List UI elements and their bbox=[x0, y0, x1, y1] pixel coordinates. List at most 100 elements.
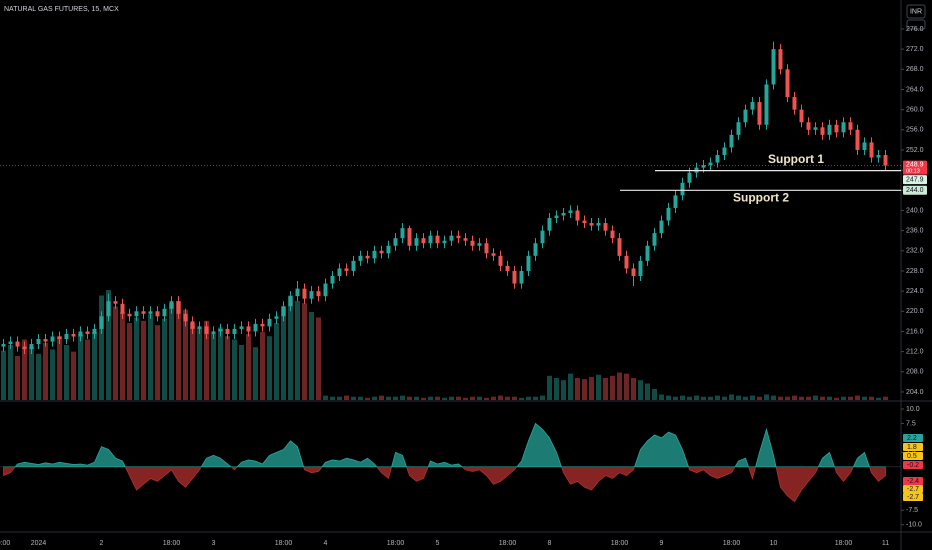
candle-body bbox=[99, 316, 104, 329]
candle-body bbox=[183, 313, 188, 322]
volume-bar bbox=[519, 397, 524, 400]
volume-bar bbox=[1, 350, 6, 400]
support-price: 247.9 bbox=[906, 176, 924, 183]
y-tick-label: 252.0 bbox=[906, 147, 924, 154]
volume-bar bbox=[78, 334, 83, 400]
candle-body bbox=[673, 195, 678, 208]
candle-body bbox=[267, 318, 272, 327]
candle-body bbox=[316, 291, 321, 297]
volume-bar bbox=[869, 396, 874, 400]
x-tick-label: 9:00 bbox=[0, 540, 10, 547]
candle-body bbox=[400, 228, 405, 239]
candle-body bbox=[617, 238, 622, 256]
candle-body bbox=[15, 341, 20, 347]
candle-body bbox=[505, 265, 510, 271]
x-tick-label: 18:00 bbox=[723, 540, 741, 547]
volume-bar bbox=[736, 395, 741, 400]
candle-body bbox=[596, 223, 601, 226]
volume-bar bbox=[22, 339, 27, 400]
volume-bar bbox=[757, 396, 762, 400]
candle-body bbox=[141, 311, 146, 314]
volume-bar bbox=[190, 323, 195, 400]
volume-bar bbox=[813, 395, 818, 400]
volume-bar bbox=[330, 396, 335, 400]
last-value: -2.7 bbox=[907, 486, 919, 493]
volume-bar bbox=[176, 301, 181, 400]
volume-bar bbox=[743, 396, 748, 400]
candle-body bbox=[43, 339, 48, 342]
candle-body bbox=[92, 328, 97, 334]
volume-bar bbox=[421, 397, 426, 400]
candle-body bbox=[134, 311, 139, 317]
candle-body bbox=[435, 235, 440, 244]
volume-bar bbox=[197, 328, 202, 400]
candle-body bbox=[771, 49, 776, 85]
volume-bar bbox=[631, 378, 636, 400]
volume-bar bbox=[43, 342, 48, 400]
candle-body bbox=[155, 311, 160, 317]
candle-body bbox=[491, 253, 496, 256]
y-tick-label: 240.0 bbox=[906, 207, 924, 214]
volume-bar bbox=[120, 312, 125, 400]
candle-body bbox=[414, 238, 419, 246]
volume-bar bbox=[71, 351, 76, 400]
candle-body bbox=[288, 296, 293, 307]
volume-bar bbox=[876, 397, 881, 400]
candle-body bbox=[568, 210, 573, 213]
x-tick-label: 10 bbox=[770, 540, 778, 547]
volume-bar bbox=[183, 309, 188, 400]
candle-body bbox=[295, 288, 300, 297]
volume-bar bbox=[281, 306, 286, 400]
candle-body bbox=[876, 155, 881, 158]
candle-body bbox=[806, 122, 811, 130]
currency-box[interactable] bbox=[906, 4, 926, 19]
candle-body bbox=[36, 339, 41, 345]
candle-body bbox=[687, 172, 692, 183]
candle-body bbox=[253, 323, 258, 332]
chart-title: NATURAL GAS FUTURES, 15, MCX bbox=[4, 6, 119, 13]
volume-bar bbox=[652, 389, 657, 400]
candle-body bbox=[29, 344, 34, 350]
volume-bar bbox=[694, 395, 699, 400]
candle-body bbox=[547, 218, 552, 231]
volume-bar bbox=[351, 396, 356, 400]
volume-bar bbox=[204, 320, 209, 400]
currency[interactable]: INR bbox=[910, 8, 922, 15]
candle-body bbox=[379, 250, 384, 254]
y-tick-label: 228.0 bbox=[906, 268, 924, 275]
candle-body bbox=[1, 344, 6, 347]
volume-bar bbox=[533, 396, 538, 400]
volume-bar bbox=[29, 347, 34, 400]
candle-body bbox=[841, 122, 846, 133]
candle-body bbox=[57, 336, 62, 340]
last-value: 1.8 bbox=[907, 444, 917, 451]
y-tick-label: 264.0 bbox=[906, 86, 924, 93]
candle-body bbox=[589, 223, 594, 226]
volume-bar bbox=[442, 397, 447, 400]
volume-bar bbox=[540, 395, 545, 400]
candle-body bbox=[421, 238, 426, 244]
candle-body bbox=[358, 255, 363, 261]
volume-bar bbox=[99, 295, 104, 400]
volume-bar bbox=[253, 347, 258, 400]
unit-box[interactable] bbox=[906, 19, 926, 30]
x-tick-label: 18:00 bbox=[499, 540, 517, 547]
candle-body bbox=[246, 326, 251, 332]
candle-body bbox=[407, 228, 412, 246]
volume-bar bbox=[771, 395, 776, 400]
volume-bar bbox=[246, 334, 251, 400]
volume-bar bbox=[568, 373, 573, 400]
x-tick-label: 18:00 bbox=[275, 540, 293, 547]
volume-bar bbox=[309, 312, 314, 400]
volume-bar bbox=[456, 396, 461, 400]
x-tick-label: 18:00 bbox=[835, 540, 853, 547]
volume-bar bbox=[491, 396, 496, 400]
last-value: -0.2 bbox=[907, 462, 919, 469]
candle-body bbox=[785, 69, 790, 98]
candle-body bbox=[610, 230, 615, 239]
volume-bar bbox=[8, 345, 13, 400]
volume-bar bbox=[393, 396, 398, 400]
candle-body bbox=[750, 102, 755, 110]
x-tick-label: 11 bbox=[882, 540, 889, 547]
